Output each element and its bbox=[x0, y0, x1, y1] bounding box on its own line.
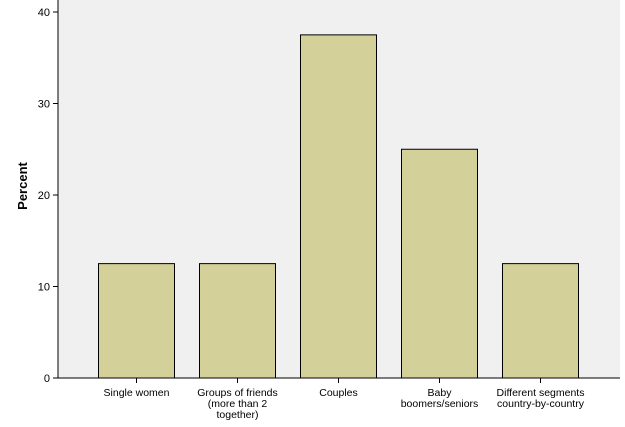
bar-1 bbox=[199, 263, 276, 379]
y-tick-label-2: 20 bbox=[38, 190, 50, 202]
x-tick-label-3: Baby boomers/seniors bbox=[401, 387, 479, 410]
bars-group bbox=[98, 34, 579, 379]
y-tick-label-1: 10 bbox=[38, 282, 50, 294]
x-tick-label-0: Single women bbox=[104, 387, 170, 399]
bar-2 bbox=[300, 34, 377, 379]
x-tick-label-4: Different segments country-by-country bbox=[497, 387, 585, 410]
x-tick-label-1: Groups of friends (more than 2 together) bbox=[197, 387, 278, 421]
bar-3 bbox=[401, 148, 478, 379]
bar-4 bbox=[502, 263, 579, 379]
x-axis: Single women Groups of friends (more than … bbox=[58, 377, 620, 421]
y-tick-label-4: 40 bbox=[38, 7, 50, 19]
y-axis-title: Percent bbox=[15, 161, 30, 209]
y-tick-label-3: 30 bbox=[38, 99, 50, 111]
bar-0 bbox=[98, 263, 175, 379]
y-axis: 0 10 20 30 40 bbox=[38, 0, 59, 385]
y-tick-label-0: 0 bbox=[44, 373, 50, 385]
x-tick-label-2: Couples bbox=[319, 387, 358, 399]
